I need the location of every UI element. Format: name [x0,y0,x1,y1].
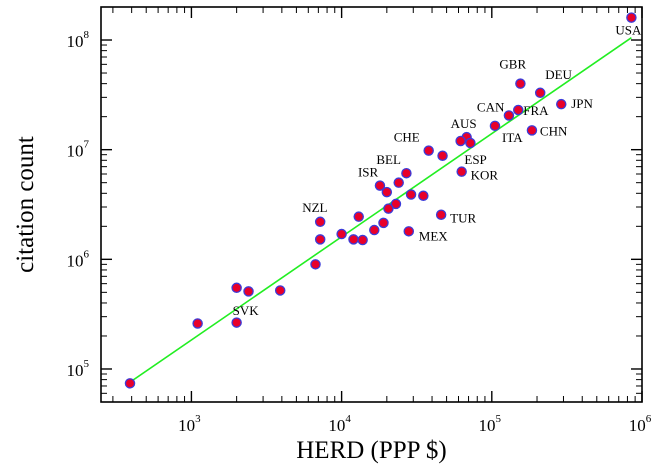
data-point [393,177,404,188]
x-tick-label: 105 [479,413,502,435]
point-label-chn: CHN [540,123,568,138]
data-point-isr [374,180,386,191]
data-point-fra [513,104,524,116]
data-point [348,234,359,245]
y-tick-label: 107 [67,139,90,161]
fit-line-layer [127,37,632,384]
x-tick-label: 103 [178,413,201,435]
x-tick-label: 106 [629,413,652,435]
x-tick-label: 104 [328,413,351,435]
fit-line [127,37,632,384]
y-tick-label: 108 [67,29,90,51]
data-point-chn [526,125,538,136]
x-axis-label: HERD (PPP $) [296,437,447,464]
data-point [231,317,242,328]
data-point-mex [403,226,415,237]
data-point-che [423,145,434,156]
point-label-bel: BEL [376,152,401,167]
data-point-bel [401,167,412,179]
data-point [192,318,203,329]
data-point [378,217,389,229]
point-label-nzl: NZL [302,200,327,215]
x-tick-labels: 103 104 105 106 [178,413,652,435]
y-tick-labels: 105 106 107 108 [67,29,90,380]
data-point-gbr [515,78,526,89]
data-point [381,186,393,198]
point-label-gbr: GBR [499,57,526,72]
data-point-deu [534,87,546,99]
data-point-ita [489,120,501,132]
point-label-can: CAN [477,99,505,114]
y-tick-label: 105 [67,358,90,380]
data-point-usa [626,12,637,23]
data-point-esp [465,137,476,149]
data-point [336,228,347,240]
data-point [405,189,417,200]
data-point [369,224,380,236]
point-label-deu: DEU [545,67,572,82]
data-points [124,12,637,389]
point-label-che: CHE [394,130,420,145]
data-point [418,190,429,202]
y-tick-label: 106 [67,248,90,270]
point-labels: USA GBR DEU JPN FRA CAN CHN ITA AUS ESP CHE KOR BELI… [233,23,642,318]
data-point [124,378,136,389]
data-point [383,203,394,214]
point-label-jpn: JPN [571,96,593,111]
point-label-ita: ITA [502,130,523,145]
data-point [353,211,364,222]
plot-frame [100,6,643,403]
data-point [390,198,402,210]
point-label-esp: ESP [464,152,486,167]
point-label-kor: KOR [471,168,499,183]
point-label-mex: MEX [419,228,449,243]
point-label-aus: AUS [451,116,477,131]
point-label-isr: ISR [358,165,379,180]
data-point-kor [456,166,467,177]
data-point-svk [231,282,242,294]
data-point [274,285,286,296]
data-point [455,135,466,147]
data-point [357,234,368,246]
y-axis-label: citation count [12,136,39,273]
data-point-jpn [556,98,567,110]
data-point-tur [435,209,447,220]
point-label-tur: TUR [450,211,476,226]
data-point-nzl [314,216,326,228]
data-point [437,150,448,162]
data-point [243,286,254,297]
point-label-usa: USA [615,23,642,38]
point-label-fra: FRA [523,103,549,118]
point-label-svk: SVK [233,303,260,318]
data-point [314,234,326,245]
data-point-can [503,110,515,121]
data-point [310,259,321,270]
